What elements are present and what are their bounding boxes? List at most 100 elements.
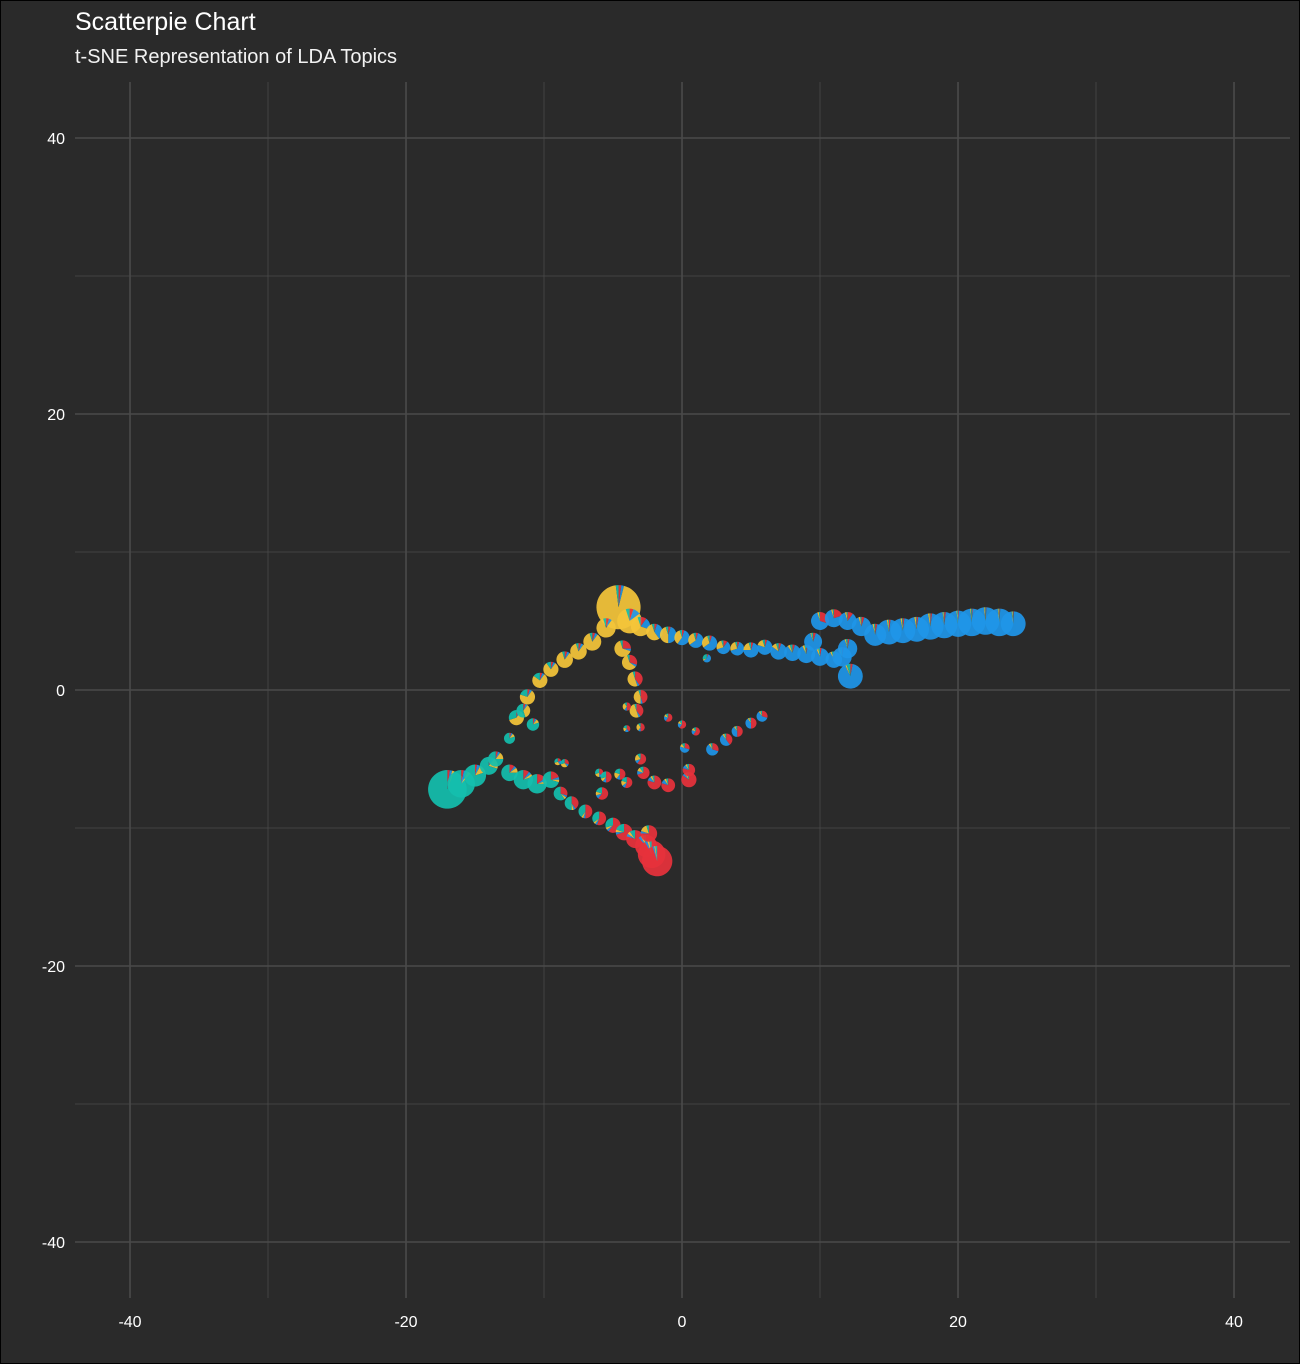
pie-slice: [679, 746, 690, 753]
pie-slice: [532, 719, 539, 725]
scatterpie-point: [503, 732, 516, 744]
pie-slice: [956, 610, 958, 624]
pie-slice: [665, 713, 673, 722]
pie-slice: [743, 642, 759, 658]
pie-slice: [764, 639, 768, 648]
scatterpie-point: [583, 632, 602, 651]
pie-slice: [661, 779, 669, 786]
y-tick-label: -40: [42, 1235, 65, 1252]
pie-slice: [695, 632, 699, 641]
pie-slice: [639, 766, 644, 773]
scatterpie-point: [757, 639, 773, 655]
pie-slice: [789, 644, 793, 653]
pie-slice: [523, 770, 529, 780]
pie-slice: [816, 648, 820, 657]
pie-slice: [640, 616, 647, 627]
pie-slice: [707, 635, 710, 644]
pie-slice: [550, 662, 556, 670]
pie-slice: [564, 763, 569, 767]
pie-slice: [501, 764, 518, 782]
pie-slice: [664, 716, 669, 721]
pie-slice: [638, 723, 641, 728]
pie-slice: [562, 651, 565, 660]
pie-slice: [615, 585, 619, 608]
pie-slice: [682, 629, 685, 638]
pie-slice: [730, 642, 738, 651]
pie-slice: [546, 661, 551, 670]
pie-slice: [684, 743, 690, 750]
scatterpie-point: [553, 786, 568, 801]
pie-slice: [509, 764, 515, 773]
scatterpie-point: [501, 764, 518, 782]
pie-slice: [735, 725, 738, 732]
pie-slice: [597, 811, 607, 826]
pie-slice: [716, 641, 731, 655]
pie-slice: [550, 777, 560, 780]
pie-slice: [638, 727, 641, 732]
pie-slice: [679, 720, 687, 729]
pie-slice: [629, 654, 638, 665]
pie-slice: [743, 642, 751, 650]
pie-slice: [784, 644, 801, 662]
pie-slice: [927, 613, 931, 627]
pie-slice: [693, 632, 696, 641]
pie-slice: [702, 635, 710, 648]
pie-slice: [615, 832, 625, 835]
pie-slice: [595, 772, 600, 777]
pie-slice: [578, 804, 586, 818]
scatterpie-point: [635, 753, 647, 765]
pie-slice: [623, 725, 627, 729]
pie-slice: [618, 585, 622, 608]
pie-slice: [811, 648, 829, 666]
scatterpie-point: [716, 640, 731, 655]
pie-slice: [627, 654, 630, 663]
pie-slice: [616, 774, 620, 780]
pie-slice: [685, 764, 689, 771]
pie-slice: [730, 642, 745, 656]
pie-slice: [556, 651, 573, 668]
pie-slice: [820, 647, 822, 657]
pie-slice: [802, 645, 807, 655]
pie-slice: [523, 774, 533, 780]
pie-slice: [723, 640, 728, 648]
pie-slice: [680, 744, 685, 748]
pie-slice: [758, 710, 763, 717]
pie-slice: [596, 618, 616, 638]
pie-slice: [557, 758, 562, 762]
y-tick-label: 0: [56, 683, 65, 700]
pie-slice: [726, 733, 733, 745]
pie-slice: [585, 804, 593, 819]
pie-slice: [603, 618, 607, 628]
pie-slice: [595, 791, 602, 796]
scatterpie-point: [488, 751, 504, 767]
pie-slice: [716, 640, 724, 650]
pie-slice: [578, 643, 582, 652]
scatterpie-point: [623, 725, 631, 733]
pie-slice: [722, 733, 727, 740]
pie-slice: [623, 727, 627, 732]
pie-slice: [778, 643, 782, 652]
pie-slice: [621, 780, 627, 786]
pie-slice: [792, 644, 795, 653]
scatterpie-point: [554, 758, 562, 766]
pie-slice: [509, 733, 513, 739]
scatterpie-point: [837, 663, 863, 689]
pie-slice: [509, 766, 517, 773]
pie-slice: [837, 664, 863, 689]
pie-slice: [571, 796, 579, 809]
pie-slice: [638, 690, 641, 697]
pie-slice: [626, 725, 631, 732]
pie-slice: [606, 618, 612, 628]
pie-slice: [596, 793, 602, 799]
pie-slice: [724, 733, 727, 740]
pie-slice: [651, 623, 655, 633]
pie-slice: [637, 770, 644, 775]
pie-slice: [811, 612, 829, 630]
pie-slice: [593, 818, 600, 824]
scatterpie-point: [621, 654, 638, 670]
scatterpie-point: [659, 626, 677, 644]
pie-slice: [614, 640, 631, 657]
scatterpie-point: [614, 640, 631, 657]
pie-slice: [1000, 611, 1026, 637]
pie-slice: [832, 609, 834, 619]
